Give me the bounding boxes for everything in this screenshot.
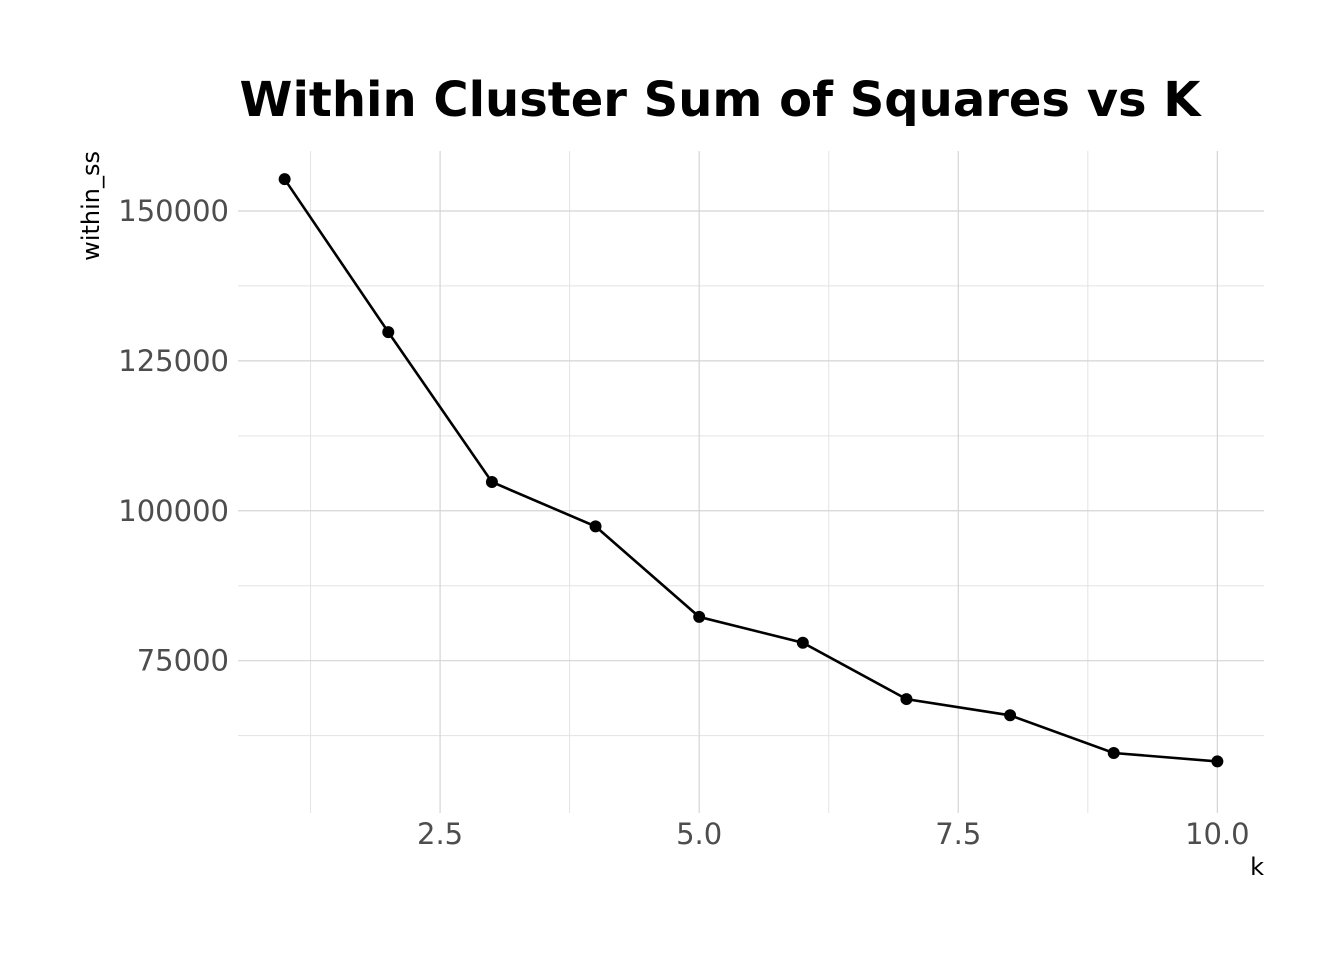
y-tick-labels: 75000 100000 125000 150000 — [118, 194, 229, 678]
y-tick-label: 125000 — [118, 344, 229, 378]
data-point — [589, 520, 602, 533]
data-point — [796, 636, 809, 649]
series-group — [278, 173, 1224, 768]
x-axis-label: k — [1250, 853, 1264, 881]
y-tick-label: 75000 — [137, 644, 229, 678]
y-tick-label: 150000 — [118, 194, 229, 228]
x-tick-label: 7.5 — [935, 817, 981, 851]
data-point — [1211, 755, 1224, 768]
data-point — [1004, 709, 1017, 722]
x-tick-label: 5.0 — [676, 817, 722, 851]
x-tick-label: 10.0 — [1185, 817, 1250, 851]
data-point — [382, 326, 395, 339]
data-point — [1107, 747, 1120, 760]
y-axis-label: within_ss — [77, 151, 105, 261]
series-line — [283, 178, 1218, 763]
y-tick-label: 100000 — [118, 494, 229, 528]
data-point — [278, 173, 291, 186]
chart-title: Within Cluster Sum of Squares vs K — [240, 72, 1203, 128]
minor-gridlines — [238, 151, 1264, 813]
major-gridlines — [238, 151, 1264, 813]
x-tick-labels: 2.5 5.0 7.5 10.0 — [417, 817, 1250, 851]
x-tick-label: 2.5 — [417, 817, 463, 851]
data-point — [485, 476, 498, 488]
data-point — [900, 693, 913, 706]
data-point — [693, 610, 706, 623]
